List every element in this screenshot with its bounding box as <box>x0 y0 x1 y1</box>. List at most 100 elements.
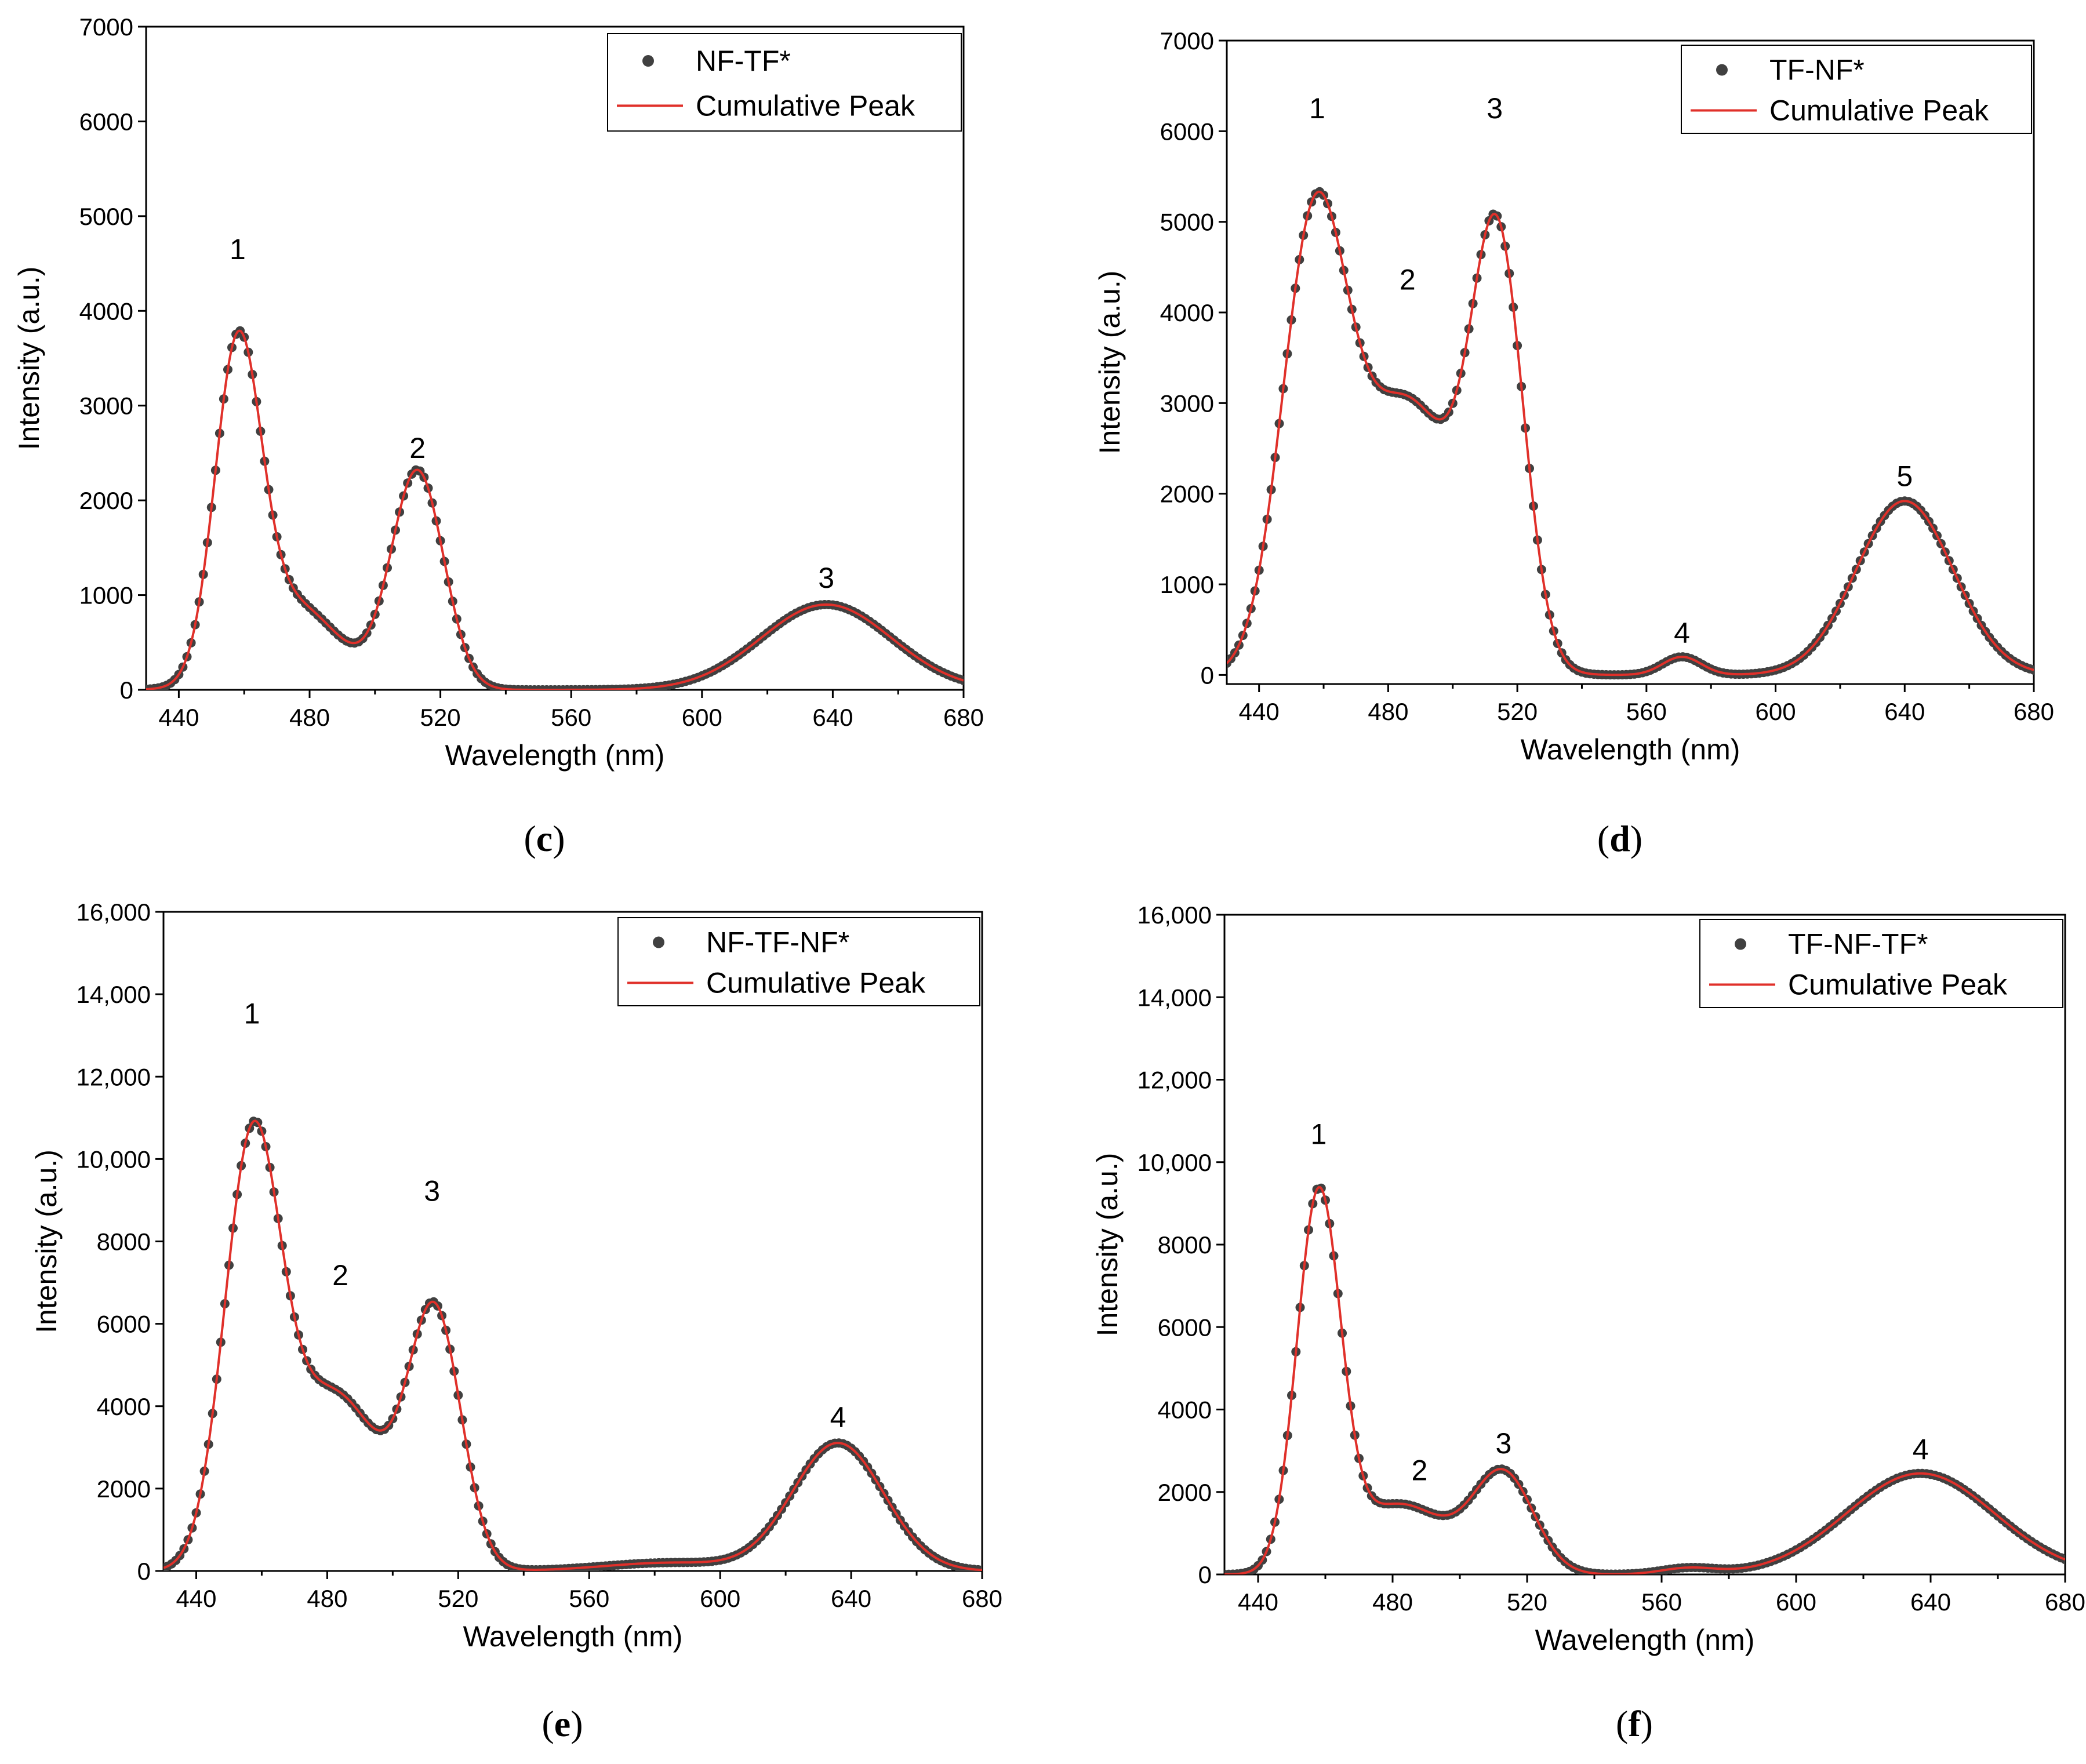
y-tick-label: 5000 <box>1160 209 1214 236</box>
y-axis-title: Intensity (a.u.) <box>13 267 45 450</box>
x-tick-label: 560 <box>1641 1588 1682 1616</box>
panel-caption-close: ) <box>1630 818 1642 859</box>
x-axis-title: Wavelength (nm) <box>445 739 665 772</box>
y-tick-label: 2000 <box>97 1475 151 1503</box>
legend-marker-points <box>1716 64 1728 76</box>
legend-entry: NF-TF* <box>696 45 791 77</box>
x-tick-label: 640 <box>1884 698 1925 725</box>
y-tick-label: 6000 <box>1158 1314 1212 1341</box>
y-tick-label: 14,000 <box>77 981 151 1008</box>
data-series-points <box>163 1116 982 1571</box>
y-tick-label: 2000 <box>1160 481 1214 508</box>
peak-label: 3 <box>1487 92 1503 125</box>
y-tick-label: 16,000 <box>77 899 151 926</box>
x-tick-label: 600 <box>1756 698 1796 725</box>
x-tick-label: 600 <box>700 1585 740 1612</box>
x-tick-label: 440 <box>1239 698 1280 725</box>
y-tick-label: 14,000 <box>1138 984 1212 1011</box>
y-tick-label: 0 <box>120 676 133 704</box>
y-tick-label: 7000 <box>1160 27 1214 54</box>
peak-label: 2 <box>1411 1454 1427 1486</box>
panel-e: 440 480 520 560 600 640 680 0 2000 4000 6000 8000 10… <box>30 899 1002 1744</box>
x-tick-label: 440 <box>158 704 199 731</box>
y-axis-title: Intensity (a.u.) <box>1091 1153 1124 1337</box>
cumulative-peak-line <box>163 1119 982 1571</box>
y-tick-label: 8000 <box>97 1228 151 1256</box>
y-tick-label: 7000 <box>79 13 133 41</box>
y-tick-label: 8000 <box>1158 1231 1212 1259</box>
y-tick-label: 1000 <box>1160 571 1214 598</box>
panel-caption-close: ) <box>570 1703 583 1744</box>
x-tick-label: 600 <box>682 704 722 731</box>
x-tick-label: 640 <box>812 704 853 731</box>
y-tick-label: 10,000 <box>1138 1149 1212 1176</box>
panel-caption-open: ( <box>1597 818 1609 859</box>
y-tick-label: 4000 <box>79 297 133 325</box>
y-tick-label: 4000 <box>1158 1396 1212 1424</box>
y-tick-label: 10,000 <box>77 1145 151 1173</box>
y-tick-label: 6000 <box>97 1311 151 1338</box>
x-tick-label: 440 <box>1238 1588 1278 1616</box>
x-tick-label: 480 <box>289 704 330 731</box>
legend-box <box>1699 919 2063 1008</box>
legend-marker-points <box>653 936 664 948</box>
x-tick-label: 640 <box>1910 1588 1951 1616</box>
legend: TF-NF-TF* Cumulative Peak <box>1699 919 2063 1008</box>
panel-caption-letter: d <box>1609 818 1630 859</box>
legend-entry: NF-TF-NF* <box>706 926 849 959</box>
legend-entry: TF-NF-TF* <box>1788 928 1928 961</box>
x-tick-label: 560 <box>551 704 591 731</box>
panel-caption-open: ( <box>1616 1703 1628 1744</box>
panel-caption-close: ) <box>553 818 565 859</box>
y-axis-title: Intensity (a.u.) <box>30 1150 63 1333</box>
y-tick-label: 3000 <box>79 392 133 420</box>
plot-frame <box>1226 39 2035 685</box>
x-axis-title: Wavelength (nm) <box>463 1620 683 1653</box>
y-tick-label: 12,000 <box>1138 1067 1212 1094</box>
peak-label: 4 <box>830 1401 846 1434</box>
peak-label: 2 <box>409 432 426 464</box>
panel-caption: (d) <box>1597 818 1642 859</box>
peak-label: 1 <box>1309 92 1325 125</box>
legend-entry: Cumulative Peak <box>706 966 926 999</box>
x-tick-label: 680 <box>2014 698 2054 725</box>
legend-entry: Cumulative Peak <box>1769 94 1989 126</box>
legend-box <box>1681 45 2032 134</box>
data-series-points <box>1227 187 2034 680</box>
y-tick-label: 4000 <box>1160 299 1214 326</box>
panel-caption-open: ( <box>524 818 536 859</box>
cumulative-peak-line <box>146 329 964 690</box>
legend-entry: Cumulative Peak <box>1788 968 2008 1001</box>
x-tick-label: 480 <box>1368 698 1408 725</box>
y-axis-title: Intensity (a.u.) <box>1093 271 1126 454</box>
data-series-points <box>146 326 964 690</box>
legend-box <box>617 917 980 1006</box>
legend: TF-NF* Cumulative Peak <box>1681 45 2032 134</box>
panel-f: 440 480 520 560 600 640 680 0 2000 4000 6000 8000 10… <box>1091 901 2085 1744</box>
x-tick-label: 440 <box>176 1585 216 1612</box>
x-tick-label: 680 <box>962 1585 1002 1612</box>
x-axis-title: Wavelength (nm) <box>1535 1624 1755 1656</box>
panel-caption: (f) <box>1616 1703 1653 1744</box>
peak-label: 3 <box>1495 1427 1511 1460</box>
legend-marker-points <box>1735 938 1746 950</box>
cumulative-peak-line <box>1227 190 2034 676</box>
peak-label: 2 <box>1400 263 1416 296</box>
y-tick-label: 16,000 <box>1138 901 1212 929</box>
y-tick-label: 2000 <box>79 487 133 514</box>
y-tick-label: 5000 <box>79 203 133 230</box>
peak-label: 5 <box>1896 460 1913 493</box>
legend: NF-TF-NF* Cumulative Peak <box>617 917 980 1006</box>
y-tick-label: 0 <box>137 1558 151 1585</box>
legend-marker-points <box>642 55 654 67</box>
y-tick-label: 6000 <box>79 108 133 135</box>
x-tick-label: 480 <box>1372 1588 1413 1616</box>
peak-label: 1 <box>244 998 260 1030</box>
y-tick-label: 0 <box>1201 661 1214 689</box>
plot-frame <box>162 911 983 1572</box>
x-tick-label: 680 <box>2045 1588 2085 1616</box>
y-tick-label: 1000 <box>79 582 133 609</box>
legend-box <box>607 33 962 132</box>
panel-caption-close: ) <box>1641 1703 1653 1744</box>
